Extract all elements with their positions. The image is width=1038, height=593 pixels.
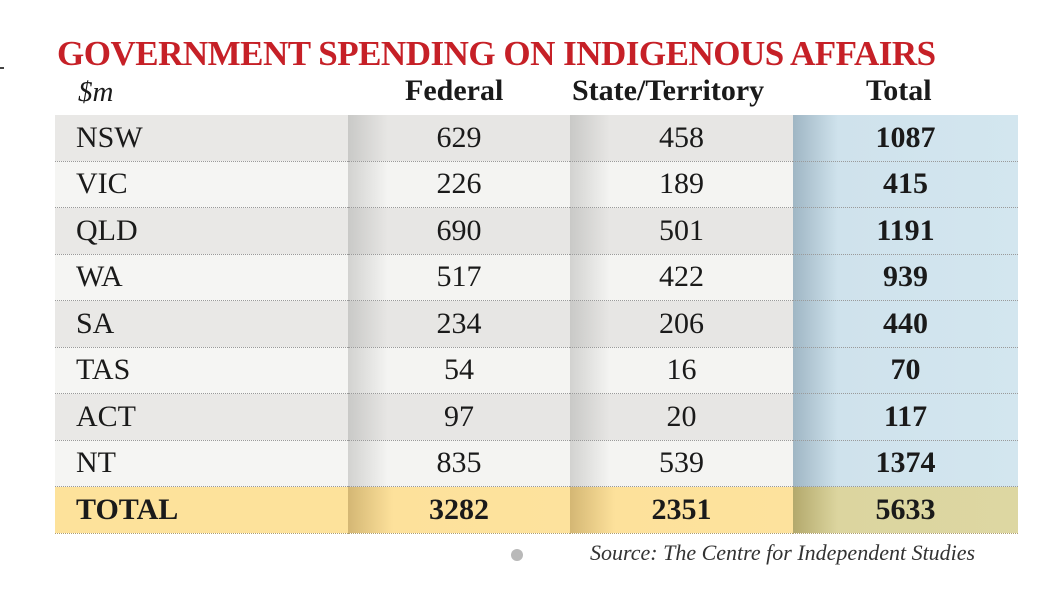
row-label: TAS: [55, 347, 348, 394]
chart-title: GOVERNMENT SPENDING ON INDIGENOUS AFFAIR…: [57, 34, 936, 73]
cell-federal: 226: [348, 161, 570, 208]
cell-total: 939: [793, 254, 1018, 301]
cell-federal: 835: [348, 440, 570, 487]
cell-total: 1191: [793, 207, 1018, 255]
unit-label: $m: [78, 76, 114, 108]
row-label: QLD: [55, 207, 348, 255]
cell-total: 5633: [793, 486, 1018, 534]
source-note: Source: The Centre for Independent Studi…: [590, 540, 976, 565]
table-row: NSW 629 458 1087: [55, 115, 1018, 162]
table-row: QLD 690 501 1191: [55, 207, 1018, 255]
cell-state-territory: 16: [570, 347, 793, 394]
cell-total: 1374: [793, 440, 1018, 487]
cell-state-territory: 422: [570, 254, 793, 301]
cell-federal: 234: [348, 300, 570, 348]
column-header-state-territory: State/Territory: [572, 74, 765, 107]
cell-total: 1087: [793, 115, 1018, 162]
cell-state-territory: 2351: [570, 486, 793, 534]
table-row: VIC 226 189 415: [55, 161, 1018, 208]
cell-state-territory: 458: [570, 115, 793, 162]
table-row: ACT 97 20 117: [55, 393, 1018, 441]
row-label: SA: [55, 300, 348, 348]
row-label: NT: [55, 440, 348, 487]
table-row: WA 517 422 939: [55, 254, 1018, 301]
column-header-total: Total: [866, 74, 932, 107]
cell-state-territory: 539: [570, 440, 793, 487]
row-label: NSW: [55, 115, 348, 162]
table-row: NT 835 539 1374: [55, 440, 1018, 487]
edge-mark: [0, 67, 4, 69]
cell-federal: 54: [348, 347, 570, 394]
cell-federal: 97: [348, 393, 570, 441]
dot-indicator: [511, 549, 523, 561]
cell-total: 70: [793, 347, 1018, 394]
table-row: TAS 54 16 70: [55, 347, 1018, 394]
cell-federal: 3282: [348, 486, 570, 534]
cell-state-territory: 206: [570, 300, 793, 348]
row-label: WA: [55, 254, 348, 301]
row-label: TOTAL: [55, 486, 348, 534]
cell-federal: 690: [348, 207, 570, 255]
cell-federal: 517: [348, 254, 570, 301]
cell-total: 440: [793, 300, 1018, 348]
cell-state-territory: 501: [570, 207, 793, 255]
cell-total: 117: [793, 393, 1018, 441]
column-header-federal: Federal: [405, 74, 504, 107]
cell-total: 415: [793, 161, 1018, 208]
row-label: ACT: [55, 393, 348, 441]
cell-state-territory: 20: [570, 393, 793, 441]
table-row: SA 234 206 440: [55, 300, 1018, 348]
cell-state-territory: 189: [570, 161, 793, 208]
cell-federal: 629: [348, 115, 570, 162]
total-row: TOTAL 3282 2351 5633: [55, 486, 1018, 534]
row-label: VIC: [55, 161, 348, 208]
spending-table: NSW 629 458 1087 VIC 226 189 415 QLD 690 501 1191 WA…: [55, 115, 1018, 534]
